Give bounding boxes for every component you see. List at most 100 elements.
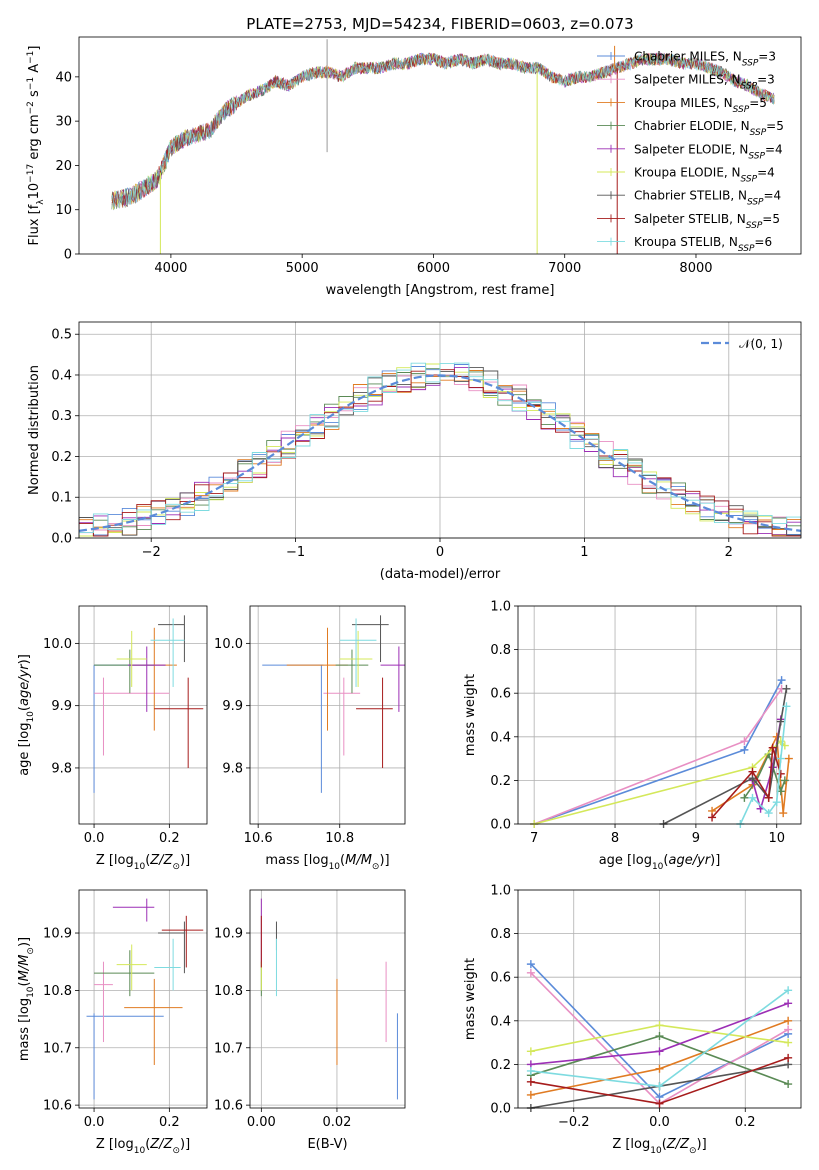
legend-label-tail: =6 bbox=[754, 235, 772, 249]
x-axis-label-part: age [log bbox=[599, 853, 652, 868]
marker-3 bbox=[740, 793, 749, 802]
marker-6 bbox=[776, 717, 785, 726]
x-tick-label: 0.2 bbox=[159, 831, 180, 846]
spectrum-line-7 bbox=[111, 52, 775, 208]
y-tick-label: 9.8 bbox=[222, 761, 243, 776]
y-tick-label: 10.7 bbox=[43, 1041, 72, 1056]
y-axis-label: mass weight bbox=[463, 674, 478, 756]
x-axis-label-part: Z/Z bbox=[666, 1137, 690, 1152]
marker-7 bbox=[764, 793, 773, 802]
x-tick-label: 0.0 bbox=[649, 1115, 670, 1130]
y-tick-label: 0.1 bbox=[51, 491, 72, 506]
y-tick-label: 0.5 bbox=[51, 328, 72, 343]
legend-label-sub: SSP bbox=[748, 151, 765, 161]
y-tick-label: 10.9 bbox=[43, 927, 72, 942]
line-1 bbox=[533, 688, 783, 825]
marker-1 bbox=[740, 737, 749, 746]
x-axis-label-part: 10 bbox=[329, 862, 341, 872]
legend-label-tail: =3 bbox=[758, 50, 776, 64]
y-axis-label-part: )] bbox=[17, 654, 32, 664]
marker-5 bbox=[784, 1038, 793, 1047]
legend-label-main: Chabrier MILES, N bbox=[634, 50, 742, 64]
marker-1 bbox=[526, 968, 535, 977]
panel-residuals: −2 −1 0 1 2 0.0 0.1 0.2 0.3 0.4 0.5 𝒩(0, 1) (data-mo… bbox=[27, 321, 802, 582]
legend-label-main: Chabrier ELODIE, N bbox=[634, 119, 750, 133]
x-tick-label: 5000 bbox=[286, 261, 319, 276]
panel-age_vs_mass: 10.6 10.8 9.8 9.9 10.0 mass [log10(M/M⊙)] bbox=[214, 605, 406, 872]
y-axis-label-part: ⊙ bbox=[26, 947, 36, 955]
y-tick-label: 9.8 bbox=[51, 761, 72, 776]
x-axis-label-part: 10 bbox=[134, 862, 146, 872]
marker-1 bbox=[784, 1025, 793, 1034]
x-tick-label: 0 bbox=[436, 545, 444, 560]
legend-label-tail: =4 bbox=[757, 166, 775, 180]
x-tick-label: 8000 bbox=[679, 261, 712, 276]
axes-frame bbox=[249, 605, 406, 825]
legend-label: 𝒩(0, 1) bbox=[739, 337, 783, 351]
x-axis-label-part: )] bbox=[710, 853, 720, 868]
y-axis-label-part: 10 bbox=[26, 711, 36, 723]
y-tick-label: 10.7 bbox=[214, 1041, 243, 1056]
x-axis-label: age [log10(age/yr)] bbox=[599, 853, 721, 872]
legend-label-main: Kroupa ELODIE, N bbox=[634, 166, 741, 180]
y-axis-label-part: erg cm bbox=[27, 114, 42, 163]
marker-8 bbox=[776, 754, 785, 763]
x-axis-label-part: ⊙ bbox=[689, 1146, 697, 1156]
marker-3 bbox=[780, 776, 789, 785]
x-tick-label: 9 bbox=[692, 831, 700, 846]
x-tick-label: 0.2 bbox=[735, 1115, 756, 1130]
y-axis-label: mass [log10(M/M⊙)] bbox=[17, 937, 36, 1061]
y-axis-label-part: s bbox=[27, 90, 42, 101]
legend-label-main: Kroupa MILES, N bbox=[634, 96, 733, 110]
marker-5 bbox=[526, 1047, 535, 1056]
x-tick-label: 0.0 bbox=[84, 1115, 105, 1130]
x-axis-label-part: Z [log bbox=[96, 1137, 134, 1152]
x-tick-label: 8 bbox=[611, 831, 619, 846]
axes-frame bbox=[78, 605, 208, 825]
y-tick-label: 0.3 bbox=[51, 409, 72, 424]
marker-4 bbox=[784, 999, 793, 1008]
normal-curve bbox=[78, 374, 802, 532]
x-tick-label: 0.00 bbox=[247, 1115, 276, 1130]
x-tick-label: 4000 bbox=[154, 261, 187, 276]
x-tick-label: 6000 bbox=[417, 261, 450, 276]
x-axis-label-part: ( bbox=[663, 853, 668, 868]
legend-label-sub: SSP bbox=[741, 175, 758, 185]
axes-frame bbox=[517, 889, 802, 1109]
panel-mass_vs_ebv: 0.00 0.02 10.6 10.7 10.8 10.9 E(B-V) bbox=[214, 889, 406, 1152]
marker-7 bbox=[708, 813, 717, 822]
x-axis-label-part: ⊙ bbox=[372, 862, 380, 872]
y-axis-label-part: λ bbox=[36, 199, 46, 205]
marker-7 bbox=[748, 767, 757, 776]
marker-5 bbox=[655, 1021, 664, 1030]
legend-label: Salpeter STELIB, NSSP=5 bbox=[634, 212, 780, 231]
y-tick-label: 9.9 bbox=[222, 699, 243, 714]
histogram-8 bbox=[79, 362, 801, 538]
y-tick-label: 10.8 bbox=[214, 984, 243, 999]
x-axis-label: (data-model)/error bbox=[380, 567, 501, 582]
y-tick-label: 1.0 bbox=[490, 600, 511, 615]
legend-label-tail: =4 bbox=[765, 142, 783, 156]
y-axis-label-part: ] bbox=[27, 46, 42, 51]
marker-3 bbox=[784, 1080, 793, 1089]
y-axis-label-part: ( bbox=[17, 981, 32, 986]
figure-title: PLATE=2753, MJD=54234, FIBERID=0603, z=0… bbox=[246, 15, 633, 33]
x-axis-label-part: ⊙ bbox=[172, 1146, 180, 1156]
x-tick-label: 10 bbox=[768, 831, 785, 846]
legend-label-sub: SSP bbox=[742, 59, 759, 69]
legend-label: Salpeter MILES, NSSP=3 bbox=[634, 73, 775, 92]
x-axis-label-part: )] bbox=[180, 853, 190, 868]
legend-label-main: Kroupa STELIB, N bbox=[634, 235, 738, 249]
y-tick-label: 0.6 bbox=[490, 687, 511, 702]
y-tick-label: 0 bbox=[64, 248, 72, 263]
x-tick-label: 7000 bbox=[548, 261, 581, 276]
marker-4 bbox=[655, 1047, 664, 1056]
y-axis-label-part: −1 bbox=[26, 77, 36, 90]
marker-2 bbox=[526, 1090, 535, 1099]
y-tick-label: 10.0 bbox=[43, 637, 72, 652]
y-tick-label: 0.0 bbox=[51, 532, 72, 547]
marker-8 bbox=[784, 986, 793, 995]
marker-8 bbox=[772, 798, 781, 807]
legend-label: Salpeter ELODIE, NSSP=4 bbox=[634, 142, 783, 161]
